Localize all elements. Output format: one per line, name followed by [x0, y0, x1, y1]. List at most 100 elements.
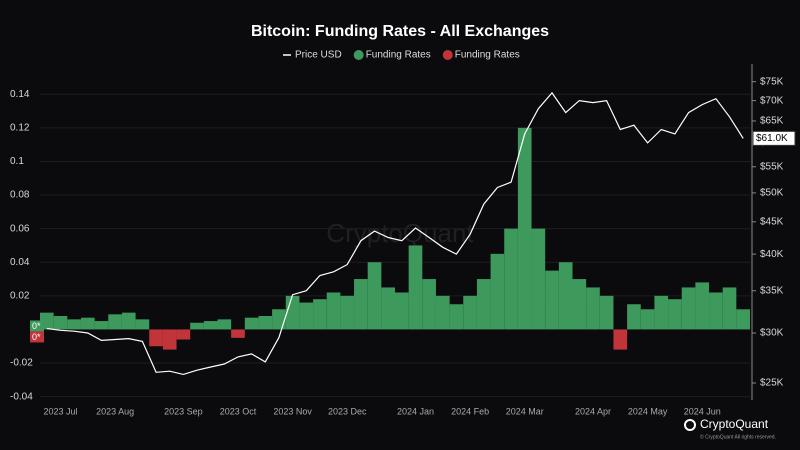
- bar: [381, 287, 395, 330]
- y2-tick-label: $70K: [760, 95, 784, 106]
- bar: [354, 279, 368, 330]
- copyright: © CryptoQuant All rights reserved.: [700, 433, 776, 440]
- y-tick-label: -0.02: [10, 358, 33, 369]
- zero-badge-label: 0*: [32, 332, 41, 342]
- last-price-badge: [752, 130, 796, 146]
- bar: [668, 299, 682, 330]
- y2-tick-label: $35K: [760, 285, 784, 296]
- bar: [709, 292, 723, 330]
- y2-tick-label: $40K: [760, 249, 784, 260]
- legend-swatch: [442, 50, 453, 60]
- bar: [722, 287, 737, 330]
- bar: [558, 262, 573, 330]
- bar: [586, 287, 600, 330]
- bar: [627, 304, 641, 330]
- bar: [67, 319, 81, 330]
- bar: [80, 317, 95, 330]
- bar: [244, 317, 259, 330]
- watermark: CryptoQuant: [326, 218, 474, 248]
- bar: [299, 302, 314, 330]
- bar: [695, 282, 710, 330]
- legend-label: Price USD: [295, 50, 342, 61]
- bar: [736, 309, 750, 330]
- bar: [313, 299, 327, 330]
- bar: [258, 316, 273, 330]
- bar: [135, 319, 150, 330]
- bar: [326, 292, 341, 330]
- y-tick-label: 0.08: [10, 190, 30, 201]
- y-tick-label: 0.02: [10, 290, 30, 301]
- bar: [108, 314, 122, 330]
- legend-label: Funding Rates: [455, 50, 520, 61]
- bar: [476, 279, 491, 330]
- bar: [203, 321, 218, 330]
- bar: [190, 322, 204, 330]
- y-tick-label: 0.12: [10, 122, 30, 133]
- bar: [176, 329, 191, 340]
- x-tick-label: 2023 Nov: [273, 406, 312, 416]
- bar: [285, 295, 300, 330]
- zero-badge-label: 0*: [32, 321, 41, 331]
- last-price-label: $61.0K: [756, 133, 788, 144]
- bar: [217, 319, 232, 330]
- y2-tick-label: $50K: [760, 188, 784, 199]
- bar: [490, 253, 505, 330]
- bar: [435, 295, 450, 330]
- y-tick-label: -0.04: [10, 391, 33, 402]
- zero-badge: [30, 331, 44, 343]
- y2-tick-label: $25K: [760, 378, 784, 389]
- y2-tick-label: $65K: [760, 116, 784, 127]
- bar: [572, 279, 587, 330]
- y-tick-label: 0.14: [10, 89, 30, 100]
- x-tick-label: 2023 Dec: [328, 406, 367, 416]
- y2-tick-label: $55K: [760, 161, 784, 172]
- bar: [531, 228, 546, 330]
- x-tick-label: 2023 Aug: [96, 406, 134, 416]
- x-tick-label: 2023 Sep: [164, 406, 203, 416]
- bar: [449, 304, 464, 330]
- bar: [613, 329, 628, 350]
- bar: [395, 292, 409, 330]
- bar: [517, 127, 532, 330]
- legend-swatch: [353, 50, 364, 60]
- bar: [408, 245, 423, 330]
- bar: [121, 312, 136, 330]
- bar: [599, 295, 614, 330]
- bar: [681, 287, 696, 330]
- bar: [640, 309, 655, 330]
- x-tick-label: 2024 Feb: [451, 406, 489, 416]
- bar: [53, 316, 68, 330]
- y-tick-label: 0.04: [10, 257, 30, 268]
- legend-label: Funding Rates: [366, 50, 431, 61]
- bar: [231, 329, 245, 338]
- bar: [340, 295, 355, 330]
- y-tick-label: 0.1: [10, 156, 24, 167]
- y2-tick-label: $45K: [760, 216, 784, 227]
- bar: [367, 262, 382, 330]
- bar: [504, 228, 518, 330]
- x-tick-label: 2024 May: [628, 406, 668, 416]
- x-tick-label: 2024 Mar: [506, 406, 544, 416]
- bar: [162, 329, 177, 350]
- x-tick-label: 2023 Oct: [220, 406, 257, 416]
- zero-badge: [30, 320, 44, 332]
- bar: [545, 270, 559, 330]
- bar: [272, 309, 286, 330]
- x-tick-label: 2023 Jul: [43, 406, 77, 416]
- price-line: [46, 91, 744, 376]
- y2-tick-label: $30K: [760, 328, 784, 339]
- bar: [149, 329, 163, 347]
- bar: [422, 279, 436, 330]
- brand-icon: [684, 419, 696, 431]
- x-tick-label: 2024 Jan: [397, 406, 434, 416]
- brand: CryptoQuant: [700, 417, 769, 431]
- chart-title: Bitcoin: Funding Rates - All Exchanges: [251, 23, 549, 40]
- y-tick-label: 0.06: [10, 223, 30, 234]
- y2-tick-label: $75K: [760, 76, 784, 87]
- bar: [463, 295, 477, 330]
- x-tick-label: 2024 Apr: [575, 406, 611, 416]
- bar: [94, 321, 109, 330]
- x-tick-label: 2024 Jun: [684, 406, 721, 416]
- bar: [654, 295, 669, 330]
